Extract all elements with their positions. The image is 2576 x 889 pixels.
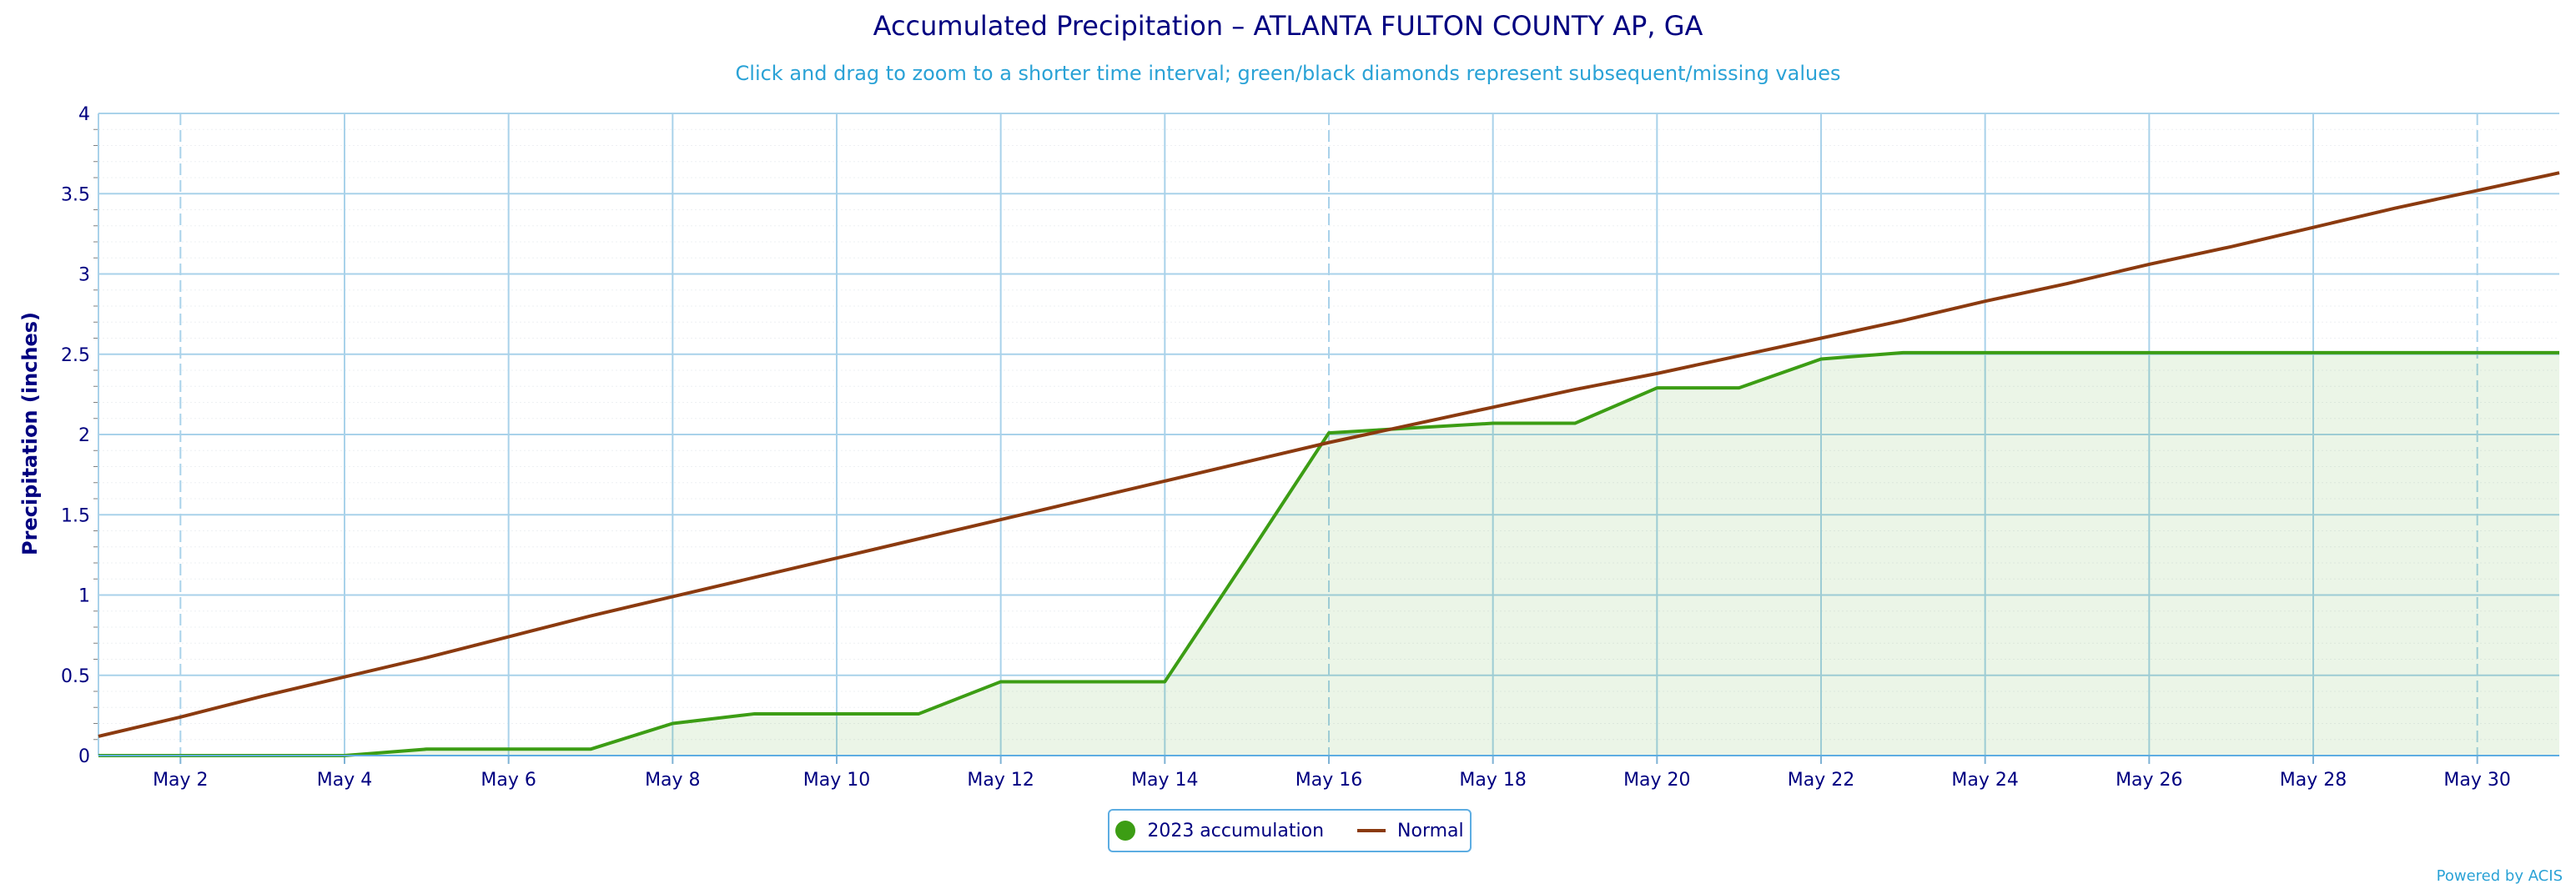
series-line-0 [98, 350, 2559, 757]
data-point [917, 712, 920, 716]
data-point [835, 556, 838, 560]
y-tick-label: 0.5 [61, 666, 90, 687]
x-tick-label: May 16 [1296, 770, 1362, 791]
legend-marker-circle [1115, 821, 1136, 841]
x-tick-label: May 24 [1951, 770, 2018, 791]
data-point [1819, 337, 1823, 340]
y-tick-label: 2 [78, 425, 90, 446]
data-point [1901, 351, 1904, 354]
y-axis-title: Precipitation (inches) [18, 312, 42, 555]
data-point [999, 518, 1003, 521]
data-point [999, 680, 1003, 683]
data-point [1409, 423, 1412, 426]
x-tick-label: May 18 [1459, 770, 1526, 791]
chart-title: Accumulated Precipitation – ATLANTA FULT… [873, 10, 1703, 42]
data-point [1245, 556, 1249, 560]
axes: Precipitation (inches) 0 0.5 1 1.5 2 2.5 3 3.5 4… [18, 104, 2559, 791]
data-point [425, 656, 428, 660]
y-tick-label: 4 [78, 104, 90, 125]
data-point [917, 537, 920, 540]
y-tick-label: 0 [78, 746, 90, 767]
data-point [671, 722, 674, 726]
x-tick-label: May 26 [2116, 770, 2182, 791]
data-point [1081, 499, 1084, 502]
data-point [835, 712, 838, 716]
data-point [2230, 245, 2233, 249]
data-point [2312, 351, 2315, 354]
data-point [2065, 351, 2069, 354]
data-point [2147, 351, 2151, 354]
data-point [1901, 319, 1904, 322]
legend-item-accumulation[interactable]: 2023 accumulation [1115, 821, 1324, 841]
y-tick-label: 1.5 [61, 505, 90, 526]
legend-marker-line [1357, 829, 1386, 832]
series-layer [97, 171, 2561, 757]
data-point [2558, 171, 2561, 174]
data-point [425, 747, 428, 751]
y-tick-label: 2.5 [61, 345, 90, 366]
data-point [1163, 680, 1166, 683]
data-point [1409, 426, 1412, 429]
data-point [1819, 358, 1823, 361]
data-point [1984, 351, 1987, 354]
data-point [2065, 282, 2069, 285]
data-point [2312, 226, 2315, 229]
data-point [1573, 422, 1577, 425]
data-point [1492, 422, 1495, 425]
data-point [261, 695, 264, 698]
legend-item-normal[interactable]: Normal [1357, 821, 1464, 841]
x-tick-label: May 30 [2443, 770, 2510, 791]
chart-subtitle: Click and drag to zoom to a shorter time… [735, 62, 1841, 85]
data-point [2558, 351, 2561, 354]
data-point [1327, 431, 1331, 434]
data-point [97, 735, 100, 738]
x-tick-label: May 2 [153, 770, 208, 791]
data-point [1573, 388, 1577, 391]
data-point [753, 712, 757, 716]
series-line-1 [98, 171, 2560, 738]
data-point [507, 747, 511, 751]
y-tick-label: 3.5 [61, 184, 90, 205]
data-point [2476, 188, 2479, 192]
data-point [2393, 351, 2397, 354]
x-tick-label: May 20 [1623, 770, 1690, 791]
data-point [1738, 386, 1741, 389]
x-tick-label: May 12 [967, 770, 1034, 791]
data-point [1738, 354, 1741, 358]
legend-label: 2023 accumulation [1147, 820, 1325, 841]
data-point [2147, 263, 2151, 266]
data-point [343, 676, 346, 679]
y-tick-label: 1 [78, 586, 90, 607]
data-point [1492, 405, 1495, 409]
data-point [671, 595, 674, 598]
x-tick-label: May 28 [2280, 770, 2347, 791]
data-point [1163, 480, 1166, 483]
x-tick-label: May 8 [645, 770, 700, 791]
data-point [753, 575, 757, 579]
series-area-0 [98, 352, 2559, 756]
data-point [2393, 207, 2397, 210]
data-point [589, 615, 592, 618]
x-tick-label: May 10 [803, 770, 870, 791]
data-point [1081, 680, 1084, 683]
data-point [507, 635, 511, 639]
data-point [179, 716, 182, 719]
data-point [1327, 441, 1331, 444]
legend: 2023 accumulation Normal [1108, 809, 1472, 852]
data-point [1245, 460, 1249, 464]
x-tick-label: May 6 [480, 770, 536, 791]
y-tick-label: 3 [78, 265, 90, 286]
data-point [2476, 351, 2479, 354]
x-tick-label: May 14 [1131, 770, 1198, 791]
x-tick-label: May 22 [1788, 770, 1854, 791]
x-tick-label: May 4 [317, 770, 372, 791]
data-point [1655, 386, 1658, 389]
legend-label: Normal [1397, 820, 1464, 841]
data-point [589, 747, 592, 751]
data-point [1984, 299, 1987, 303]
credits-link[interactable]: Powered by ACIS [2436, 867, 2563, 885]
data-point [2230, 351, 2233, 354]
data-point [1655, 372, 1658, 375]
